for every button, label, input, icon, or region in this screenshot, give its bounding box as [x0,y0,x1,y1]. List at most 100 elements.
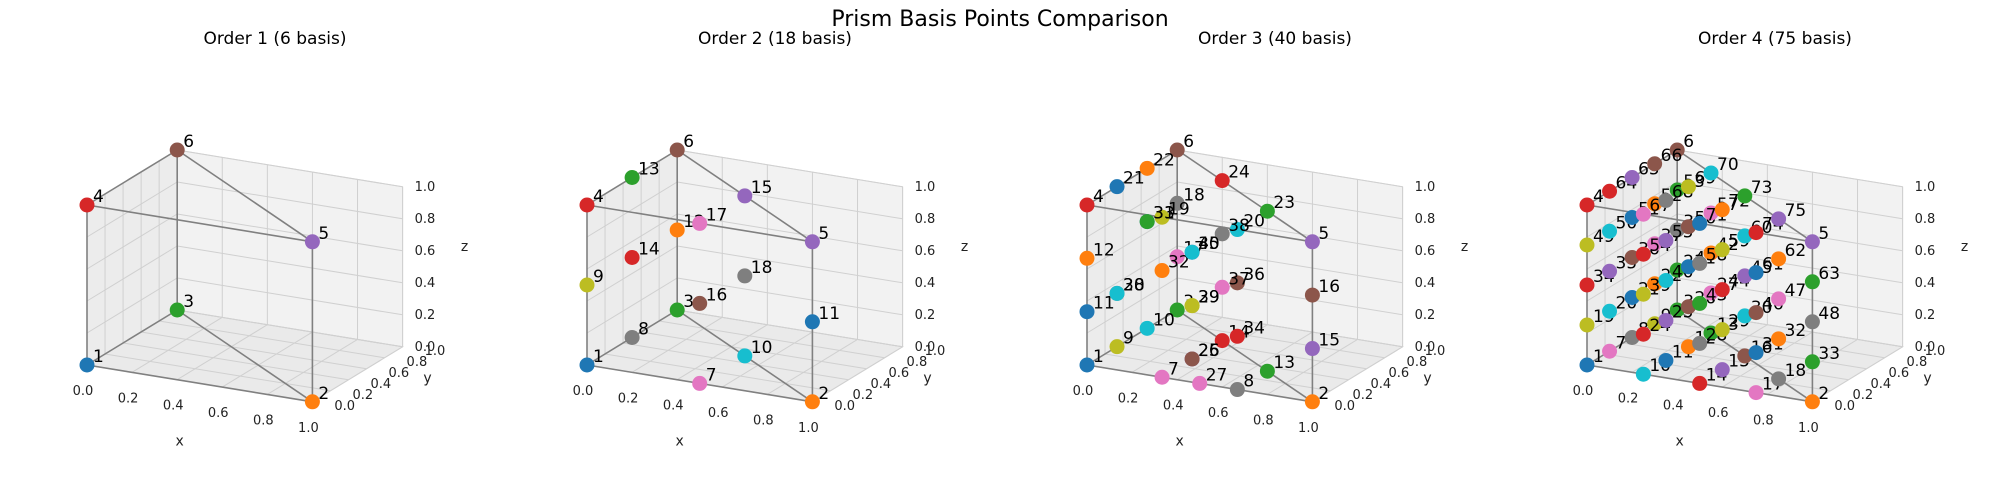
x-tick-label: 0.0 [1573,384,1594,399]
y-tick-label: 0.0 [1334,399,1355,414]
basis-point [1154,209,1170,225]
basis-point-label: 25 [1198,341,1220,361]
y-tick-label: 0.0 [1834,399,1855,414]
basis-point [1624,210,1640,225]
basis-point [1602,303,1618,319]
z-tick-label: 0.2 [1915,308,1936,323]
basis-point [1184,244,1200,260]
y-tick-label: 0.8 [1907,355,1928,370]
x-axis-label: x [176,433,184,449]
basis-point [1748,225,1764,241]
basis-point [1737,228,1753,244]
x-tick-label: 0.6 [208,406,229,421]
basis-point [304,234,320,250]
basis-point-label: 37 [1228,269,1250,289]
prism-edge [1086,149,1178,206]
basis-point [1184,298,1200,314]
basis-point-label: 7 [706,365,717,385]
basis-point [1304,394,1320,410]
grid-line [677,277,903,316]
y-tick-label: 0.4 [1870,377,1891,392]
y-tick-label: 0.2 [1352,388,1373,403]
x-tick-label: 1.0 [298,421,319,436]
basis-point [1139,214,1155,230]
x-tick-label: 0.4 [1663,399,1684,414]
basis-point [1624,250,1640,265]
basis-point-label: 4 [593,187,604,207]
y-tick-label: 0.2 [852,388,873,403]
grid-line [1586,245,1678,302]
x-tick-label: 0.6 [708,406,729,421]
z-tick-label: 0.4 [1415,276,1436,291]
basis-point [669,302,685,318]
basis-point [1804,274,1820,290]
basis-point [624,330,640,345]
basis-point-label: 11 [1093,294,1115,314]
y-tick-label: 0.6 [889,366,910,381]
basis-point-label: 17 [706,205,728,225]
basis-point-label: 20 [1243,212,1265,232]
x-tick-label: 0.8 [1253,413,1274,428]
prism-edge [86,149,178,206]
basis-point [1579,317,1595,333]
grid-line [177,309,403,348]
grid-line [86,277,178,334]
grid-line [176,324,268,381]
grid-line [677,309,903,348]
basis-point [1771,251,1787,267]
grid-line [641,331,867,370]
basis-point [1169,195,1185,211]
y-axis-label: y [423,370,431,386]
basis-point [1635,246,1651,262]
grid-line [677,149,903,188]
z-tick-label: 0.0 [915,340,936,355]
x-tick-label: 0.4 [1163,399,1184,414]
basis-point-label: 66 [1661,146,1683,166]
grid-line [1177,309,1403,348]
grid-line [1586,277,1678,334]
z-axis-label: z [1961,239,1968,255]
z-tick-label: 0.0 [1915,340,1936,355]
y-tick-label: 0.4 [870,377,891,392]
basis-point [1579,237,1595,253]
z-tick-label: 0.6 [1915,244,1936,259]
basis-point [1304,234,1320,250]
x-tick-label: 0.2 [1618,391,1639,406]
basis-point-label: 7 [1616,333,1627,353]
grid-line [1677,181,1903,220]
x-tick-label: 0.8 [753,413,774,428]
grid-line [1586,213,1678,270]
basis-point [304,394,320,410]
basis-point [692,375,708,391]
basis-point [1804,354,1820,370]
basis-point-label: 10 [1153,310,1175,330]
basis-point-label: 5 [1318,224,1329,244]
basis-point [1109,339,1125,355]
basis-point-label: 70 [1717,155,1739,175]
basis-point-label: 29 [1198,288,1220,308]
basis-point [1703,325,1719,341]
grid-line [1586,181,1678,238]
grid-line [122,342,349,381]
basis-point [1647,316,1663,332]
grid-line [677,181,903,220]
basis-point [1680,339,1696,355]
grid-line [86,181,178,238]
prism-edge [86,364,313,403]
y-tick-label: 1.0 [425,344,446,359]
basis-point [1658,312,1674,328]
basis-point-label: 2 [818,384,829,404]
basis-point [1669,222,1685,238]
grid-line [86,245,178,302]
z-tick-label: 0.8 [415,212,436,227]
y-tick-label: 0.0 [334,399,355,414]
basis-point [1703,205,1719,221]
y-tick-label: 1.0 [1425,344,1446,359]
x-axis-label: x [1676,433,1684,449]
subplot-title: Order 4 (75 basis) [1698,29,1852,49]
grid-line [1141,331,1367,370]
basis-point-label: 26 [1198,341,1220,361]
basis-point [1804,394,1820,410]
basis-point [1771,291,1787,307]
basis-point [1647,156,1663,172]
